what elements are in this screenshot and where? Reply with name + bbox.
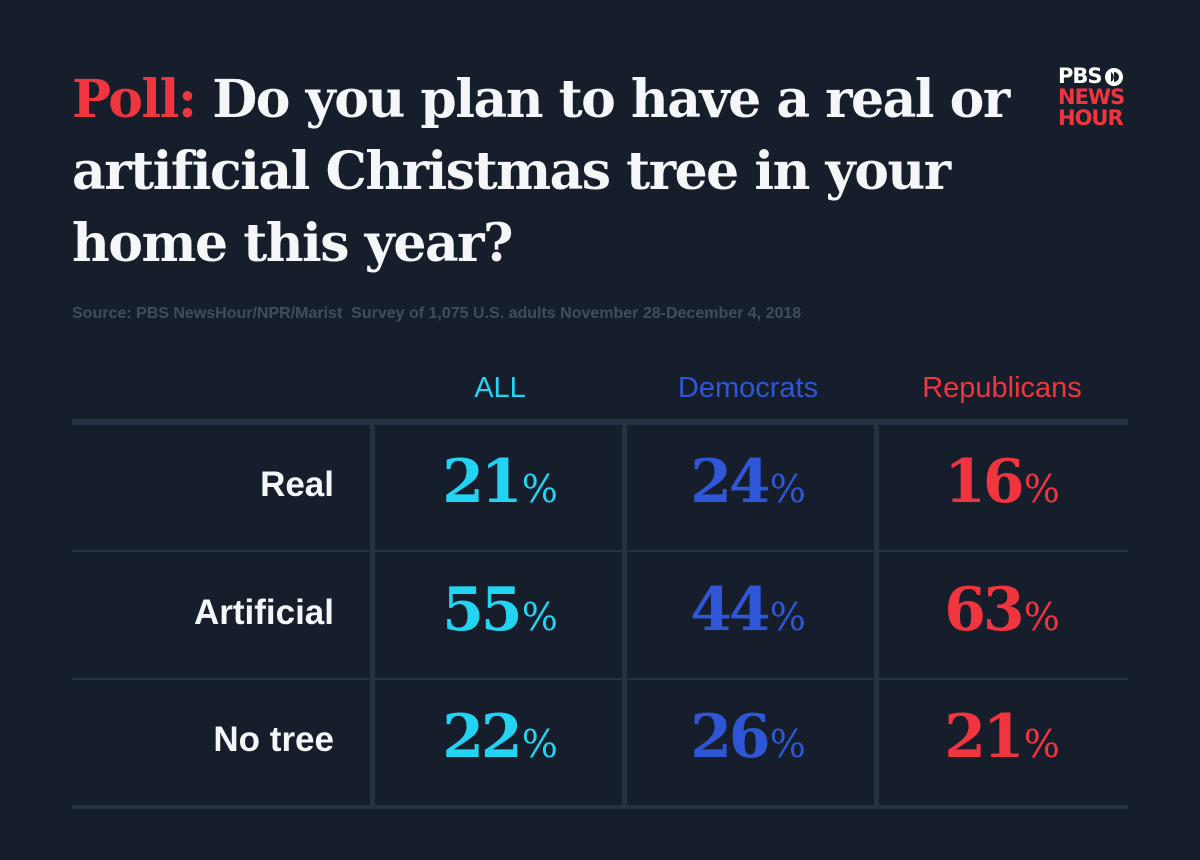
percent-sign: % [1023, 467, 1060, 511]
column-divider [370, 419, 375, 808]
value-cell: 24% [623, 447, 873, 517]
table-bottom-rule [72, 805, 1128, 809]
percent-sign: % [521, 595, 558, 639]
percent-sign: % [769, 595, 806, 639]
value-number: 21 [944, 702, 1024, 772]
value-number: 63 [944, 575, 1024, 645]
percent-sign: % [521, 722, 558, 766]
chart-title: Poll: Do you plan to have a real or arti… [72, 64, 1062, 280]
row-label-artificial: Artificial [193, 593, 334, 632]
value-number: 55 [442, 575, 522, 645]
pbs-head-icon [1104, 67, 1123, 86]
title-prefix: Poll: [72, 69, 197, 130]
percent-sign: % [769, 722, 806, 766]
value-number: 21 [442, 447, 522, 517]
logo-news: NEWS [1058, 85, 1125, 109]
title-question: Do you plan to have a real or artificial… [72, 69, 1010, 274]
value-cell: 44% [623, 575, 873, 645]
percent-sign: % [521, 467, 558, 511]
percent-sign: % [1023, 595, 1060, 639]
row-label-real: Real [260, 465, 334, 504]
value-cell: 26% [623, 702, 873, 772]
pbs-newshour-logo: PBS NEWS HOUR [1058, 64, 1125, 130]
row-label-no-tree: No tree [213, 720, 334, 759]
source-note: Source: PBS NewsHour/NPR/Marist Survey o… [72, 305, 802, 322]
percent-sign: % [769, 467, 806, 511]
column-header-republicans: Republicans [922, 372, 1082, 404]
logo-pbs: PBS [1058, 64, 1103, 88]
column-divider [622, 419, 627, 808]
value-cell: 16% [877, 447, 1127, 517]
value-number: 44 [690, 575, 770, 645]
row-divider [72, 550, 1128, 552]
value-number: 24 [690, 447, 770, 517]
logo-hour: HOUR [1058, 106, 1124, 130]
value-number: 26 [690, 702, 770, 772]
value-number: 16 [944, 447, 1024, 517]
value-number: 22 [442, 702, 522, 772]
value-cell: 55% [375, 575, 625, 645]
value-cell: 21% [877, 702, 1127, 772]
percent-sign: % [1023, 722, 1060, 766]
table-top-rule [72, 419, 1128, 425]
row-divider [72, 678, 1128, 680]
column-header-all: ALL [474, 372, 526, 404]
value-cell: 22% [375, 702, 625, 772]
column-divider [874, 419, 879, 808]
value-cell: 63% [877, 575, 1127, 645]
value-cell: 21% [375, 447, 625, 517]
column-header-democrats: Democrats [677, 372, 819, 404]
